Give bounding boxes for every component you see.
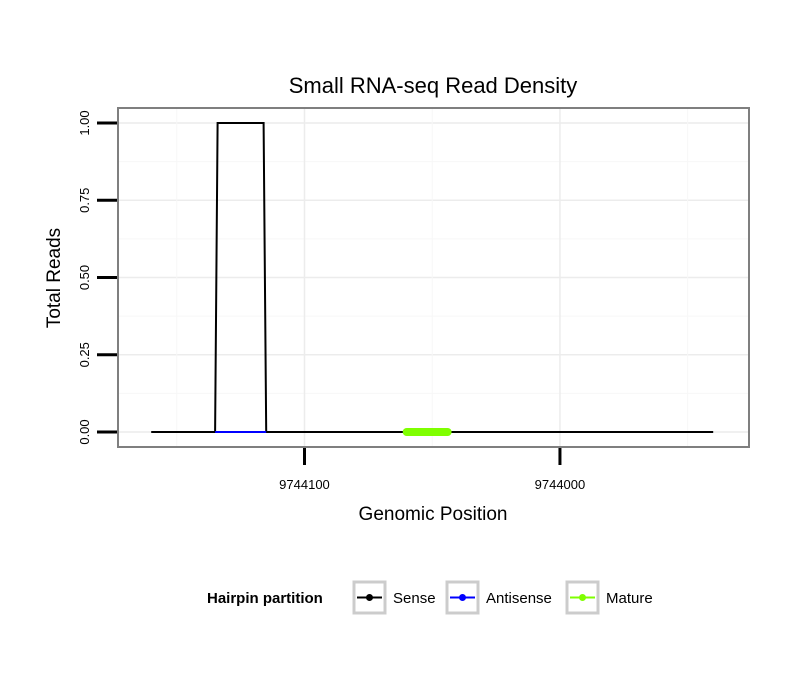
y-tick-label: 0.75 (77, 188, 92, 213)
x-tick-label: 9744100 (279, 477, 330, 492)
y-axis-title: Total Reads (44, 228, 65, 328)
legend-swatch-point-mature (579, 594, 586, 601)
legend-swatch-point-sense (366, 594, 373, 601)
legend-title: Hairpin partition (207, 590, 323, 607)
axes: 0.00 0.25 0.50 0.75 1.00 9744100 9744000 (77, 110, 585, 492)
legend-label-antisense: Antisense (486, 590, 552, 607)
grid-lines (119, 109, 748, 446)
y-tick-label: 1.00 (77, 110, 92, 135)
series-lines (151, 122, 714, 436)
legend-label-sense: Sense (393, 590, 436, 607)
series-line-sense (151, 122, 714, 433)
legend-swatch-point-antisense (459, 594, 466, 601)
y-tick-label: 0.25 (77, 342, 92, 367)
plot-panel-border (117, 107, 750, 448)
chart-title: Small RNA-seq Read Density (289, 73, 578, 98)
y-tick-label: 0.00 (77, 419, 92, 444)
x-axis-title: Genomic Position (359, 504, 508, 525)
legend-label-mature: Mature (606, 590, 653, 607)
legend: Hairpin partition Sense Antisense Mature (207, 580, 653, 615)
x-tick-label: 9744000 (535, 477, 586, 492)
y-tick-label: 0.50 (77, 265, 92, 290)
